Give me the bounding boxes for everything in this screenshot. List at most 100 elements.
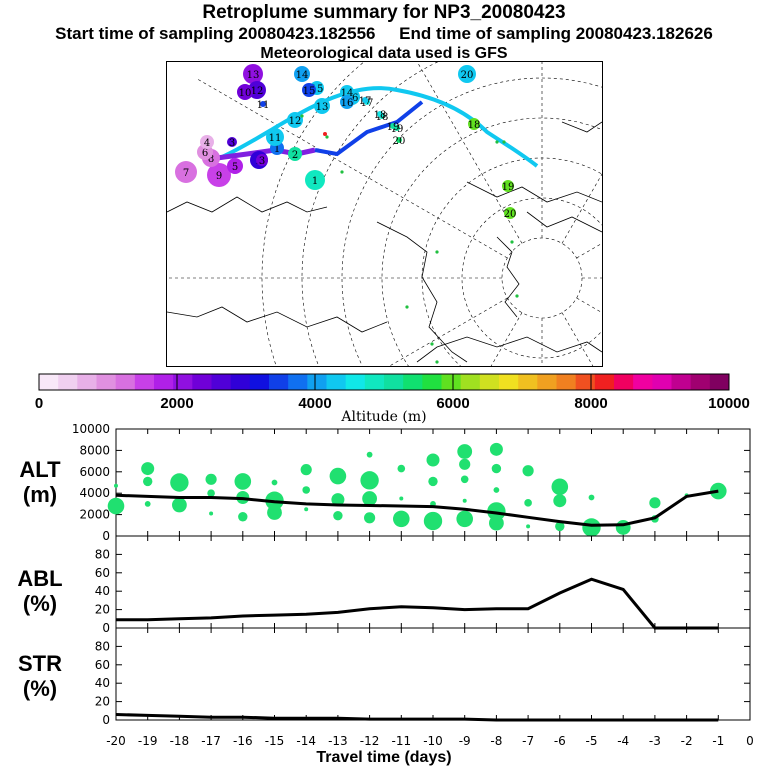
x-tick-label: -12 bbox=[360, 734, 380, 748]
plume-cluster-label: 14 bbox=[296, 70, 309, 81]
x-tick-label: -8 bbox=[490, 734, 502, 748]
plume-particle bbox=[510, 240, 514, 244]
plume-cluster-marker bbox=[305, 170, 325, 190]
time-series-panels: 0 2000 4000 6000 8000 10000 0 20 40 60 80 0 20 40 60 80… bbox=[72, 422, 754, 748]
colorbar-swatch bbox=[77, 374, 97, 390]
altitude-cluster-point bbox=[710, 482, 727, 500]
plume-cluster-label: 2 bbox=[292, 150, 298, 161]
str-label-line2: (%) bbox=[22, 676, 58, 701]
plume-cluster-label: 18 bbox=[468, 120, 481, 131]
altitude-cluster-point bbox=[172, 497, 187, 513]
altitude-cluster-point bbox=[489, 442, 503, 456]
altitude-cluster-point bbox=[555, 521, 565, 532]
x-tick-label: -4 bbox=[617, 734, 629, 748]
plume-cluster-label: 17 bbox=[359, 96, 372, 107]
plume-cluster-marker bbox=[287, 112, 303, 128]
colorbar-swatch bbox=[422, 374, 442, 390]
colorbar-swatch bbox=[115, 374, 136, 390]
plume-cluster-label: 5 bbox=[232, 162, 238, 173]
y-tick-label: 4000 bbox=[79, 486, 110, 500]
abl-panel-label: ABL (%) bbox=[0, 566, 80, 616]
plume-cluster-label: 8 bbox=[208, 154, 214, 165]
altitude-cluster-point bbox=[426, 453, 440, 467]
x-tick-label: -2 bbox=[681, 734, 693, 748]
colorbar-swatch bbox=[652, 374, 672, 390]
altitude-cluster-point bbox=[393, 510, 410, 528]
plume-cluster-label: 1 bbox=[274, 144, 280, 155]
colorbar-tick-label: 8000 bbox=[574, 395, 608, 412]
altitude-cluster-point bbox=[522, 465, 534, 477]
y-tick-label: 40 bbox=[95, 584, 110, 598]
release-site-marker bbox=[323, 132, 327, 136]
x-tick-label: -17 bbox=[201, 734, 221, 748]
y-tick-label: 8000 bbox=[79, 443, 110, 457]
plume-particle bbox=[502, 140, 506, 144]
colorbar-swatch bbox=[307, 374, 327, 390]
plume-cluster-label: 20 bbox=[393, 136, 406, 147]
plume-cluster-label: 3 bbox=[259, 156, 265, 167]
coastline bbox=[167, 306, 388, 333]
plume-cluster-marker bbox=[314, 98, 330, 114]
panel-frame bbox=[115, 627, 751, 721]
plume-cluster-label: 19 bbox=[502, 182, 515, 193]
alt-panel-label: ALT (m) bbox=[0, 457, 80, 507]
plume-particle bbox=[430, 342, 434, 346]
plume-particle bbox=[405, 305, 409, 309]
plume-cluster-label: 11 bbox=[269, 133, 282, 144]
altitude-cluster-point bbox=[399, 496, 404, 501]
plume-cluster-marker bbox=[200, 135, 214, 149]
plume-cluster-label: 18 bbox=[376, 112, 389, 123]
latitude-circle bbox=[501, 237, 583, 319]
altitude-cluster-point bbox=[238, 512, 248, 522]
colorbar-swatch bbox=[460, 374, 481, 390]
altitude-cluster-point bbox=[553, 494, 567, 508]
colorbar-swatch bbox=[211, 374, 232, 390]
altitude-cluster-point bbox=[588, 494, 595, 501]
altitude-cluster-point bbox=[141, 462, 155, 476]
plume-particle bbox=[300, 114, 304, 118]
altitude-cluster-point bbox=[428, 476, 438, 487]
plume-cluster-label: 20 bbox=[504, 209, 517, 220]
plume-cluster-marker bbox=[390, 123, 396, 129]
x-tick-label: -11 bbox=[391, 734, 411, 748]
colorbar-swatch bbox=[671, 374, 692, 390]
plume-particle bbox=[515, 294, 519, 298]
colorbar-swatch bbox=[575, 374, 596, 390]
plume-cluster-label: 17 bbox=[361, 98, 374, 109]
coastline bbox=[376, 221, 468, 363]
colorbar-swatch bbox=[269, 374, 289, 390]
plume-cluster-label: 16 bbox=[341, 98, 354, 109]
chart-title: Retroplume summary for NP3_20080423 bbox=[202, 2, 566, 23]
altitude-cluster-point bbox=[423, 511, 443, 531]
plume-cluster-label: 15 bbox=[311, 84, 324, 95]
altitude-cluster-point bbox=[649, 497, 661, 509]
meridian-line bbox=[561, 312, 594, 366]
plume-cluster-marker bbox=[260, 101, 266, 107]
latitude-circle bbox=[341, 77, 602, 366]
altitude-cluster-point bbox=[300, 464, 312, 476]
str-panel-label: STR (%) bbox=[0, 651, 80, 701]
plume-cluster-marker bbox=[227, 158, 243, 174]
plume-cluster-marker bbox=[377, 111, 383, 117]
plume-particle bbox=[435, 250, 439, 254]
trajectory-line bbox=[314, 100, 424, 157]
colorbar-swatch bbox=[403, 374, 423, 390]
x-tick-label: -13 bbox=[328, 734, 348, 748]
colorbar-frame bbox=[38, 373, 730, 391]
colorbar-tick-label: 10000 bbox=[708, 395, 750, 412]
colorbar-swatch bbox=[518, 374, 538, 390]
plume-cluster-label: 7 bbox=[183, 168, 189, 179]
colorbar-swatch bbox=[499, 374, 519, 390]
colorbar-swatch bbox=[441, 374, 462, 390]
colorbar-tick-labels: 0 2000 4000 6000 8000 10000 bbox=[0, 395, 768, 415]
sampling-times: Start time of sampling 20080423.182556 E… bbox=[55, 24, 713, 43]
altitude-cluster-point bbox=[360, 471, 379, 490]
altitude-cluster-point bbox=[462, 498, 467, 503]
plume-cluster-marker bbox=[362, 97, 368, 103]
plume-cluster-marker bbox=[468, 118, 480, 130]
colorbar-swatch bbox=[594, 374, 615, 390]
altitude-cluster-point bbox=[397, 464, 406, 473]
x-tick-label: 0 bbox=[746, 734, 754, 748]
y-tick-label: 10000 bbox=[72, 422, 110, 436]
plume-cluster-marker bbox=[294, 66, 310, 82]
